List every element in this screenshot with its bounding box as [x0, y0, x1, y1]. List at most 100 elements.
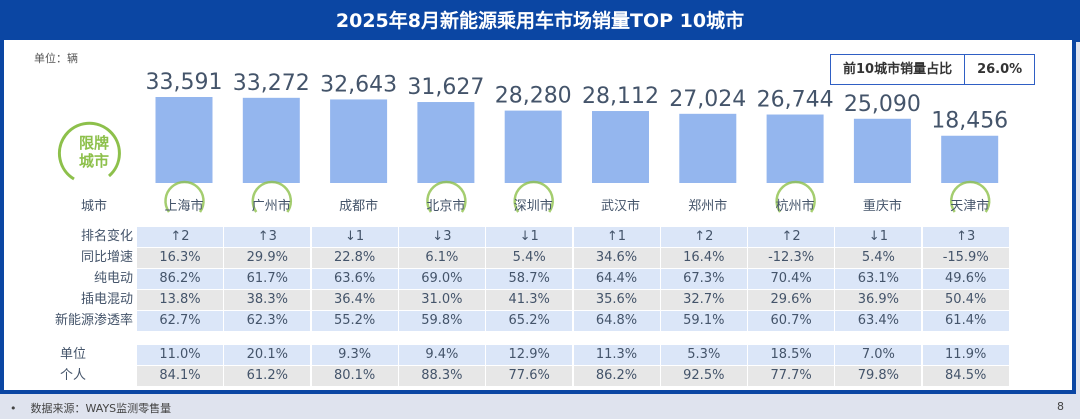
table-cell: 9.4% [398, 345, 485, 365]
table-cell: ↑3 [224, 227, 311, 247]
table-cell: 5.3% [660, 345, 747, 365]
table-cell: 29.6% [748, 290, 835, 310]
table-cell: 77.7% [748, 366, 835, 386]
table-cell: 63.6% [311, 269, 398, 289]
restricted-city-marker [251, 180, 293, 213]
bar [941, 135, 999, 183]
table-cell: 11.0% [137, 345, 223, 365]
bar [592, 111, 649, 183]
badge-text: 城市 [79, 152, 109, 170]
table-cell: 38.3% [224, 290, 311, 310]
bar [242, 97, 300, 183]
city-label: 杭州市 [776, 198, 815, 214]
bar [853, 118, 911, 183]
table-cell: 11.3% [573, 345, 660, 365]
table-cell: 35.6% [573, 290, 660, 310]
table-cell: 64.8% [573, 311, 660, 331]
table-cell: 59.1% [660, 311, 747, 331]
bar-value-label: 27,024 [669, 87, 746, 112]
bar-value-label: 32,643 [320, 72, 397, 97]
restricted-badge-ring [57, 121, 121, 181]
table-cell: ↓1 [486, 227, 573, 247]
table-cell: 61.4% [922, 311, 1009, 331]
table-cell: 67.3% [660, 269, 747, 289]
table-cell: 77.6% [486, 366, 573, 386]
table-cell: 5.4% [486, 248, 573, 268]
table-cell: 92.5% [660, 366, 747, 386]
table-cell: 86.2% [573, 366, 660, 386]
bar [417, 102, 475, 183]
table-cell: 34.6% [573, 248, 660, 268]
table-cell: 61.7% [224, 269, 311, 289]
restricted-city-marker [164, 180, 205, 213]
table-cell: 50.4% [922, 290, 1009, 310]
table-cell: 49.6% [922, 269, 1009, 289]
table-cell: 64.4% [573, 269, 660, 289]
city-label: 天津市 [950, 198, 989, 214]
bar-value-label: 33,272 [233, 71, 310, 96]
restricted-city-marker [513, 180, 554, 213]
city-label: 北京市 [426, 198, 465, 214]
row-label: 插电混动 [80, 292, 133, 307]
table-cell: 18.5% [748, 345, 835, 365]
bar [155, 97, 213, 183]
bar-value-label: 31,627 [407, 75, 484, 100]
table-cell: 69.0% [398, 269, 485, 289]
table-cell: 9.3% [311, 345, 398, 365]
table-cell: 13.8% [137, 290, 223, 310]
table-cell: 61.2% [224, 366, 311, 386]
table-cell: 60.7% [748, 311, 835, 331]
city-label: 上海市 [164, 198, 203, 214]
page-title: 2025年8月新能源乘用车市场销量TOP 10城市 [0, 0, 1080, 42]
top10-share-box: 前10城市销量占比 26.0% [830, 54, 1036, 85]
source-text: 数据来源：WAYS监测零售量 [30, 402, 172, 415]
table-cell: ↓3 [398, 227, 485, 247]
table-cell: 5.4% [835, 248, 922, 268]
table-cell: 62.3% [224, 311, 311, 331]
bar [766, 114, 824, 183]
table-cell: 16.3% [137, 248, 223, 268]
table-cell: ↑1 [573, 227, 660, 247]
table-cell: -15.9% [922, 248, 1009, 268]
table-cell: 41.3% [486, 290, 573, 310]
table-cell: -12.3% [748, 248, 835, 268]
city-header: 城市 [81, 198, 107, 214]
restricted-city-marker [775, 180, 816, 213]
table-cell: 11.9% [922, 345, 1009, 365]
table-cell: 84.5% [922, 366, 1009, 386]
row-label: 单位 [59, 347, 86, 362]
table-cell: 16.4% [660, 248, 747, 268]
table-cell: 63.4% [835, 311, 922, 331]
table-cell: 88.3% [398, 366, 485, 386]
table-cell: 58.7% [486, 269, 573, 289]
table-cell: 29.9% [224, 248, 311, 268]
share-label: 前10城市销量占比 [843, 62, 953, 77]
footer-source: • 数据来源：WAYS监测零售量 [0, 400, 171, 416]
bar-value-label: 33,591 [146, 70, 223, 95]
chart-frame: 单位：辆 前10城市销量占比 26.0% 限牌 城市 33,591 上海市 33,272… [0, 40, 1076, 394]
restricted-city-marker [426, 180, 467, 213]
restricted-city-marker [949, 180, 991, 213]
bar [330, 99, 388, 183]
city-label: 深圳市 [514, 198, 553, 214]
bar-value-label: 28,280 [495, 84, 572, 109]
city-label: 成都市 [339, 198, 378, 214]
bar [504, 110, 562, 183]
table-cell: 6.1% [398, 248, 485, 268]
table-cell: 79.8% [835, 366, 922, 386]
unit-label: 单位：辆 [34, 52, 78, 65]
table-cell: 63.1% [835, 269, 922, 289]
table-cell: 31.0% [398, 290, 485, 310]
city-label: 郑州市 [688, 198, 727, 214]
row-label: 新能源渗透率 [54, 313, 133, 328]
table-cell: ↑3 [922, 227, 1009, 247]
table-cell: 55.2% [311, 311, 398, 331]
bar-value-label: 26,744 [757, 88, 834, 113]
row-label: 同比增速 [80, 250, 133, 265]
share-value: 26.0% [964, 55, 1034, 84]
table-cell: 84.1% [137, 366, 223, 386]
bullet: • [10, 402, 17, 415]
table-cell: ↓1 [835, 227, 922, 247]
row-label: 纯电动 [93, 271, 133, 286]
